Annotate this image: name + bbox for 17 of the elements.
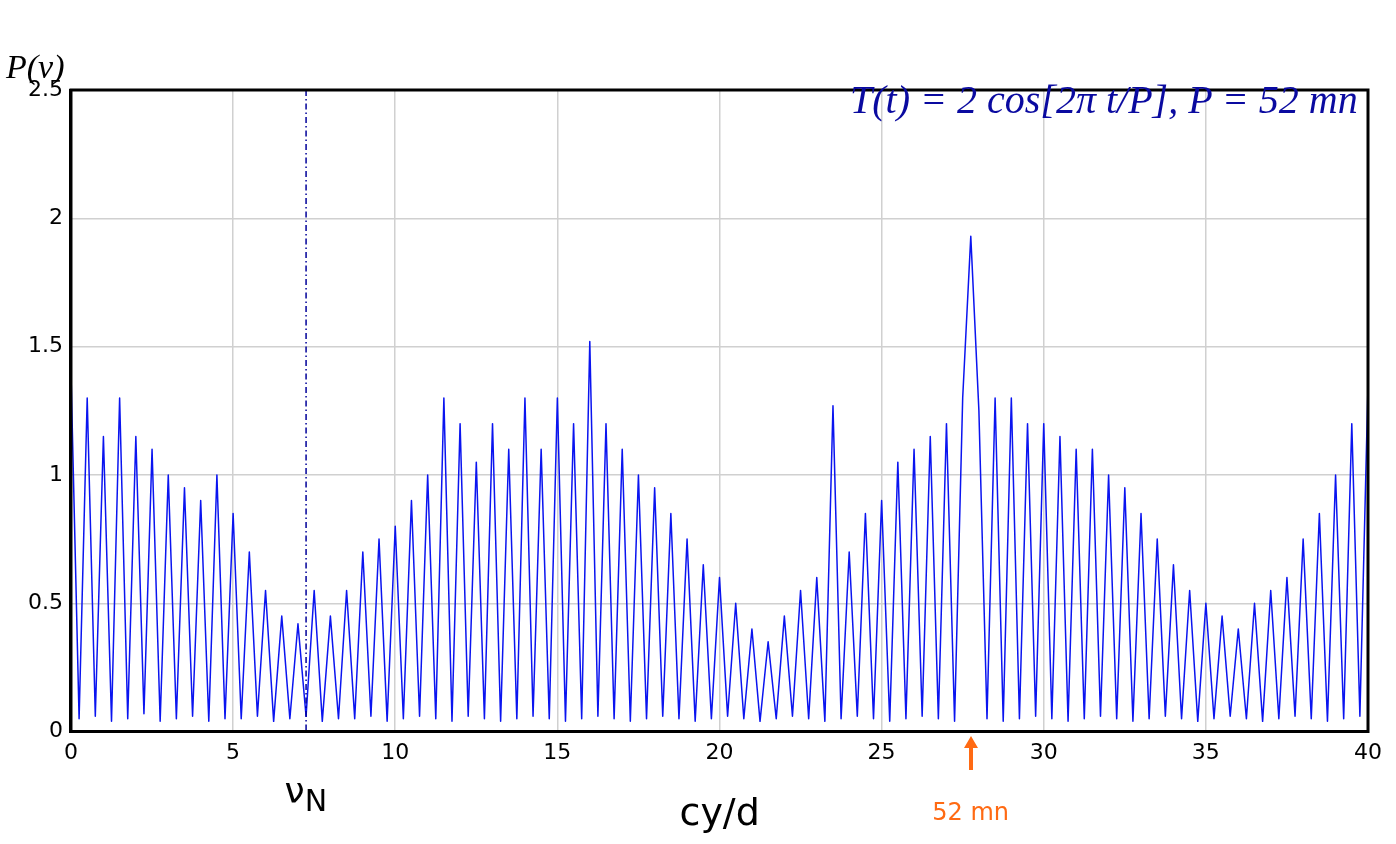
- y-tick-label: 1.5: [27, 332, 63, 358]
- x-tick-label: 5: [226, 738, 241, 764]
- y-tick-label: 0: [48, 717, 63, 743]
- y-tick-label: 0.5: [27, 589, 63, 614]
- x-tick-label: 20: [705, 738, 734, 764]
- y-tick-label: 1: [48, 460, 63, 486]
- y-tick-label: 2: [48, 204, 63, 230]
- x-tick-label: 15: [543, 738, 572, 764]
- x-tick-label: 35: [1191, 738, 1220, 764]
- text: 52 mn: [932, 797, 1010, 826]
- x-axis-title: cy/d: [679, 789, 760, 834]
- x-tick-label: 30: [1029, 738, 1058, 764]
- ref-line-label: ν$_{N}$: [284, 769, 328, 818]
- annotation: T(t) = 2 cos[2π t/P], P = 52 mn: [850, 76, 1358, 123]
- x-tick-label: 10: [381, 738, 410, 764]
- x-tick-label: 25: [867, 738, 896, 764]
- x-tick-label: 40: [1354, 738, 1382, 764]
